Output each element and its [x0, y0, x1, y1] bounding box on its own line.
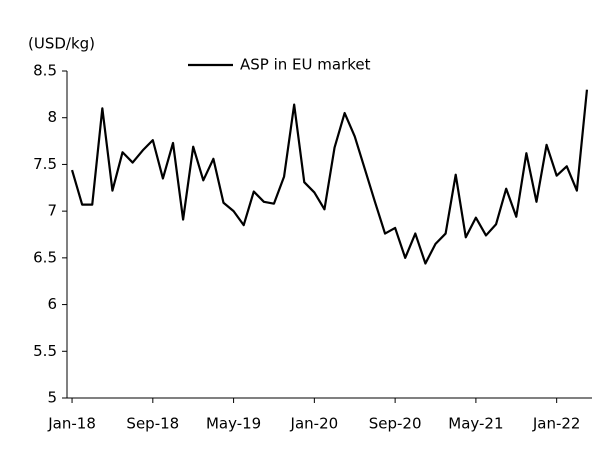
y-tick-label: 7.5 — [33, 155, 57, 173]
x-tick-label: Sep-20 — [369, 415, 422, 433]
y-tick-label: 7 — [47, 202, 57, 220]
x-tick-label: Jan-22 — [532, 415, 581, 433]
y-tick-label: 6.5 — [33, 248, 57, 266]
x-tick-label: Jan-20 — [290, 415, 339, 433]
line-series — [70, 89, 589, 265]
y-tick-label: 6 — [47, 295, 57, 313]
x-tick-label: May-21 — [448, 415, 503, 433]
y-tick-label: 8.5 — [33, 62, 57, 80]
y-axis-label: (USD/kg) — [28, 35, 95, 53]
x-tick-label: May-19 — [206, 415, 261, 433]
y-tick-label: 8 — [47, 108, 57, 126]
legend-label: ASP in EU market — [240, 56, 371, 74]
x-tick-label: Jan-18 — [47, 415, 96, 433]
y-tick-label: 5.5 — [33, 342, 57, 360]
x-tick-label: Sep-18 — [126, 415, 179, 433]
y-tick-label: 5 — [47, 389, 57, 407]
